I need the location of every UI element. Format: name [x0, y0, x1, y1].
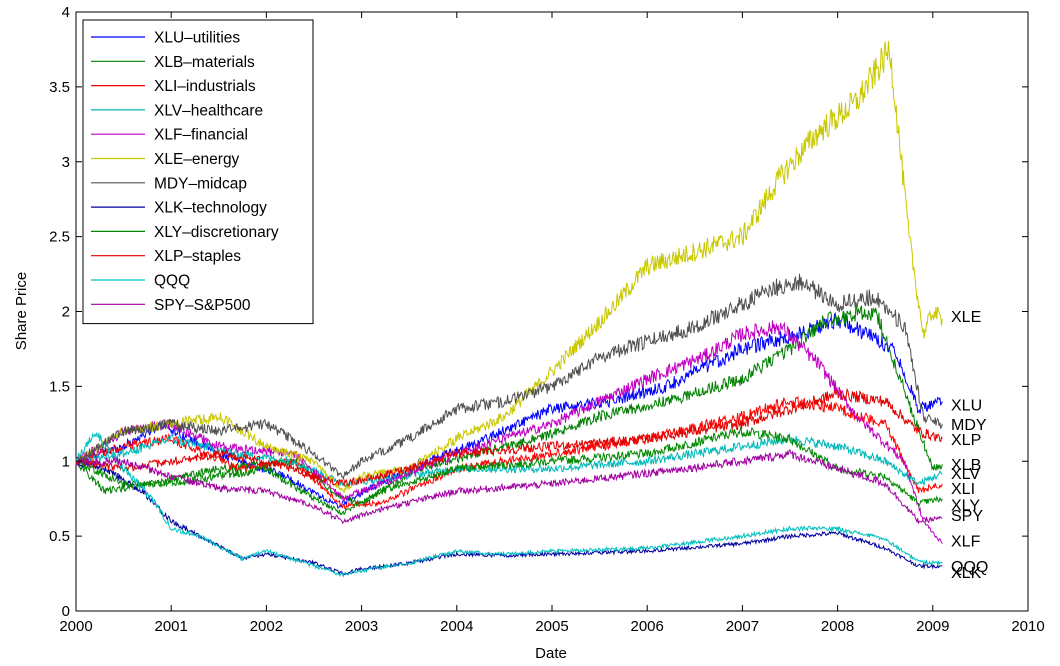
legend-entry-xlb: XLB–materials	[154, 54, 255, 71]
x-tick-label: 2001	[155, 618, 188, 635]
axes: 2000 2001 2002 2003 2004 2005 2006 2007 2008 2009…	[49, 4, 1045, 635]
legend-entry-xlu: XLU–utilities	[154, 30, 240, 47]
y-tick-label: 3	[62, 154, 70, 171]
legend-entry-xle: XLE–energy	[154, 151, 240, 168]
legend-box	[82, 19, 314, 325]
y-tick-label: 4	[62, 4, 70, 21]
end-label-spy: SPY	[951, 508, 983, 525]
series-line-xle	[75, 40, 943, 494]
series-line-xlp	[75, 387, 943, 488]
legend-entry-spy: SPY–S&P500	[154, 297, 251, 314]
series-line-xli	[75, 395, 943, 510]
series-line-xly	[75, 427, 943, 516]
series-lines	[75, 40, 943, 578]
legend-entry-xlp: XLP–staples	[154, 248, 241, 265]
end-label-xlv: XLV	[951, 466, 980, 483]
x-tick-label: 2009	[916, 618, 949, 635]
end-label-qqq: QQQ	[951, 559, 988, 576]
series-line-xlf	[75, 320, 943, 544]
legend-entry-mdy: MDY–midcap	[154, 175, 247, 192]
x-tick-label: 2006	[631, 618, 664, 635]
legend-entry-xli: XLI–industrials	[154, 78, 256, 95]
series-line-xlk	[75, 457, 943, 576]
series-line-spy	[76, 449, 943, 525]
end-label-xly: XLY	[951, 498, 980, 515]
series-line-qqq	[75, 432, 943, 578]
x-tick-label: 2003	[345, 618, 378, 635]
x-tick-label: 2004	[440, 618, 473, 635]
y-tick-label: 0.5	[49, 528, 70, 545]
x-tick-label: 2005	[535, 618, 568, 635]
end-label-xlu: XLU	[951, 397, 982, 414]
y-tick-label: 3.5	[49, 79, 70, 96]
x-tick-label: 2010	[1011, 618, 1044, 635]
y-tick-label: 1.5	[49, 378, 70, 395]
y-tick-label: 1	[62, 453, 70, 470]
y-axis-label: Share Price	[13, 272, 30, 350]
y-tick-label: 0	[62, 603, 70, 620]
y-tick-label: 2	[62, 304, 70, 321]
x-tick-label: 2008	[821, 618, 854, 635]
x-tick-label: 2000	[59, 618, 92, 635]
end-label-mdy: MDY	[951, 417, 987, 434]
legend-entry-xlk: XLK–technology	[154, 200, 267, 217]
x-axis-label: Date	[535, 645, 567, 662]
legend-entry-xlf: XLF–financial	[154, 127, 248, 144]
legend-entry-xly: XLY–discretionary	[154, 224, 279, 241]
series-line-mdy	[75, 273, 943, 481]
end-label-xlk: XLK	[951, 565, 982, 582]
legend-entry-qqq: QQQ	[154, 273, 190, 290]
end-label-xli: XLI	[951, 481, 975, 498]
end-label-xlf: XLF	[951, 534, 981, 551]
end-label-xlb: XLB	[951, 457, 981, 474]
end-label-xle: XLE	[951, 309, 981, 326]
series-line-xlv	[75, 432, 943, 489]
x-tick-label: 2007	[726, 618, 759, 635]
y-tick-label: 2.5	[49, 229, 70, 246]
end-label-xlp: XLP	[951, 432, 981, 449]
legend: XLU–utilities XLB–materials XLI–industrial…	[82, 19, 314, 325]
x-tick-label: 2002	[250, 618, 283, 635]
legend-entry-xlv: XLV–healthcare	[154, 102, 263, 119]
